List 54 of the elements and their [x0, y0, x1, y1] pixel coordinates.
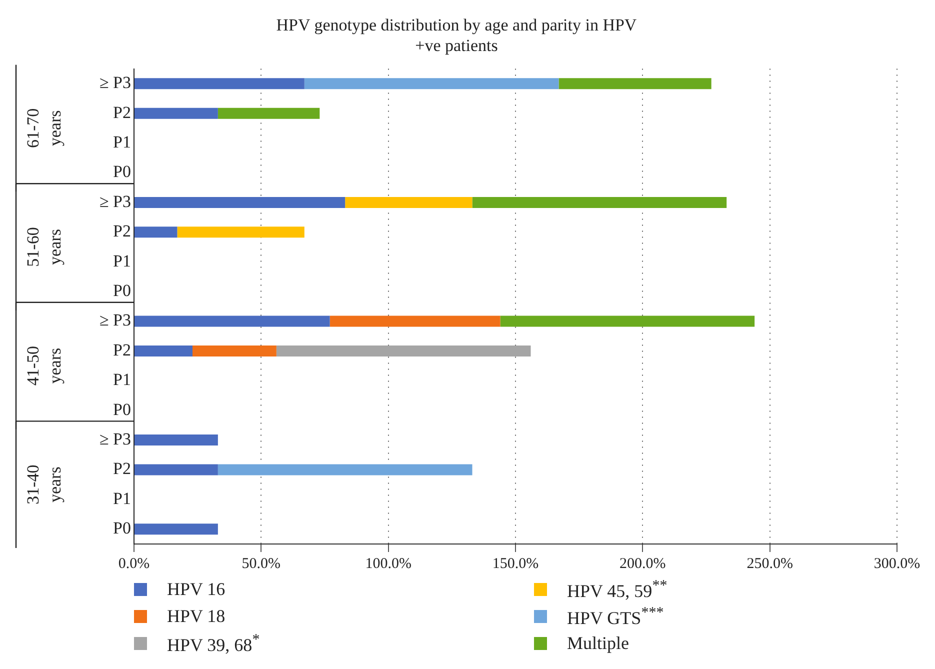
legend-label: Multiple	[567, 633, 629, 654]
bar	[134, 434, 218, 446]
x-tick-label: 200.0%	[620, 556, 666, 572]
bar	[304, 78, 559, 90]
text: 51-60 years	[23, 227, 64, 267]
bar	[134, 316, 330, 327]
legend-label: HPV 39, 68$^{*}$	[167, 632, 260, 656]
y-tick-label: ≥ P3	[99, 430, 131, 449]
x-tick-label: 250.0%	[746, 556, 793, 572]
y-tick-label: P1	[113, 370, 131, 390]
bar	[134, 524, 218, 535]
bar	[192, 345, 276, 356]
text: 31-40 years	[23, 464, 64, 504]
legend-label: HPV 18	[167, 606, 226, 627]
y-tick-label: P2	[113, 459, 131, 478]
bar	[134, 196, 346, 208]
chart-title: HPV genotype distribution by age and parity in HPV +ve patients	[276, 16, 638, 56]
text: 41-50 years	[23, 346, 64, 386]
bar	[276, 345, 531, 356]
y-tick-label: ≥ P3	[99, 73, 131, 92]
bar	[345, 196, 472, 208]
legend-label: HPV GTS$^{***}$	[567, 604, 664, 628]
x-tick-label: 100.0%	[365, 556, 412, 572]
y-tick-label: P1	[113, 132, 131, 152]
bar	[500, 316, 755, 327]
legend-label: HPV 16	[167, 579, 226, 600]
text: 61-70 years	[23, 108, 64, 148]
y-tick-label: P2	[113, 340, 131, 360]
bar	[177, 226, 304, 238]
y-tick-label: P2	[113, 102, 131, 122]
x-tick-label: 50.0%	[242, 556, 281, 572]
bar	[134, 345, 192, 356]
bar	[218, 464, 472, 476]
x-tick-label: 300.0%	[874, 556, 920, 572]
bar	[558, 78, 712, 90]
y-tick-label: P0	[113, 162, 131, 182]
bar	[134, 108, 218, 119]
bar	[134, 78, 304, 90]
y-tick-label: P2	[113, 222, 131, 241]
y-tick-label: P0	[113, 400, 131, 419]
bar	[472, 196, 727, 208]
bar	[134, 464, 218, 476]
bar	[330, 316, 500, 327]
x-tick-label: 0.0%	[118, 556, 150, 572]
y-tick-label: P0	[113, 518, 131, 538]
legend-label: HPV 45, 59$^{**}$	[567, 578, 668, 602]
y-tick-label: P1	[113, 488, 131, 508]
y-tick-label: ≥ P3	[99, 310, 131, 330]
y-tick-label: P1	[113, 251, 131, 270]
x-tick-label: 150.0%	[492, 556, 539, 572]
y-tick-label: ≥ P3	[99, 192, 131, 211]
bar	[218, 108, 320, 119]
bar	[134, 226, 178, 238]
y-tick-label: P0	[113, 281, 131, 300]
